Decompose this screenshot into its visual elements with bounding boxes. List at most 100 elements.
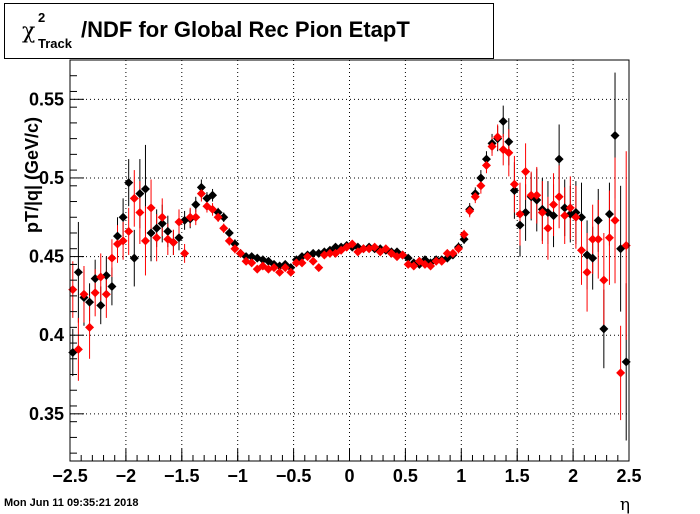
- data-point: [549, 200, 559, 210]
- data-point: [560, 203, 570, 213]
- data-point: [85, 297, 95, 307]
- y-axis-label: pT/|q| (GeV/c): [22, 117, 42, 233]
- data-point: [571, 208, 581, 218]
- data-point: [381, 244, 391, 254]
- title-chi-symbol: χ: [22, 19, 36, 44]
- data-point: [107, 253, 117, 263]
- data-point: [163, 226, 173, 236]
- data-point: [196, 182, 206, 192]
- data-point: [549, 211, 559, 221]
- data-point: [135, 189, 145, 199]
- data-point: [68, 285, 78, 295]
- y-tick-label: 0.4: [39, 325, 64, 345]
- data-point: [140, 184, 150, 194]
- data-point: [347, 239, 357, 249]
- data-point: [286, 267, 296, 277]
- data-point: [426, 261, 436, 271]
- data-point: [219, 212, 229, 222]
- data-point: [487, 141, 497, 151]
- data-point: [543, 223, 553, 233]
- data-point: [96, 272, 106, 282]
- data-point: [118, 212, 128, 222]
- data-point: [398, 250, 408, 260]
- data-point: [208, 204, 218, 214]
- data-point: [509, 179, 519, 189]
- x-tick-label: −0.5: [276, 466, 312, 486]
- data-point: [610, 130, 620, 140]
- data-point: [576, 212, 586, 222]
- data-point: [481, 154, 491, 164]
- data-point: [604, 209, 614, 219]
- data-point: [325, 248, 335, 258]
- data-point: [588, 253, 598, 263]
- data-point: [454, 244, 464, 254]
- data-point: [515, 220, 525, 230]
- data-point: [521, 167, 531, 177]
- data-point: [73, 267, 83, 277]
- data-point: [599, 324, 609, 334]
- data-point: [152, 223, 162, 233]
- data-point: [291, 258, 301, 268]
- y-tick-label: 0.55: [29, 89, 64, 109]
- data-point: [498, 116, 508, 126]
- data-point: [180, 248, 190, 258]
- data-point: [459, 234, 469, 244]
- x-tick-label: 2: [568, 466, 578, 486]
- data-point: [219, 223, 229, 233]
- data-point: [314, 263, 324, 273]
- data-point: [476, 173, 486, 183]
- chart-title-box: χ 2 Track /NDF for Global Rec Pion EtapT: [4, 3, 494, 59]
- data-point: [113, 231, 123, 241]
- data-point: [152, 233, 162, 243]
- data-point: [185, 212, 195, 222]
- x-tick-label: 2.5: [616, 466, 641, 486]
- x-tick-label: 0: [344, 466, 354, 486]
- data-point: [280, 263, 290, 273]
- data-point: [504, 137, 514, 147]
- data-point: [431, 256, 441, 266]
- data-point: [459, 230, 469, 240]
- data-point: [196, 189, 206, 199]
- data-point: [107, 281, 117, 291]
- data-point: [297, 258, 307, 268]
- title-subscript: Track: [38, 36, 72, 51]
- data-point: [79, 289, 89, 299]
- x-tick-label: −2: [116, 466, 137, 486]
- data-point: [621, 241, 631, 251]
- data-point: [213, 212, 223, 222]
- data-point: [610, 215, 620, 225]
- data-point: [140, 236, 150, 246]
- x-tick-label: 0.5: [393, 466, 418, 486]
- y-tick-label: 0.5: [39, 168, 64, 188]
- data-point: [224, 228, 234, 238]
- data-point: [465, 206, 475, 216]
- data-point: [129, 253, 139, 263]
- data-point: [509, 186, 519, 196]
- data-point: [599, 275, 609, 285]
- data-point: [621, 357, 631, 367]
- data-point: [588, 234, 598, 244]
- x-axis-label: η: [620, 495, 630, 514]
- data-point: [157, 212, 167, 222]
- data-point: [448, 248, 458, 258]
- data-point: [476, 181, 486, 191]
- data-point: [90, 288, 100, 298]
- data-point: [129, 193, 139, 203]
- data-point: [124, 226, 134, 236]
- data-point: [554, 192, 564, 202]
- data-point: [303, 252, 313, 262]
- data-point: [85, 322, 95, 332]
- data-point: [442, 248, 452, 258]
- data-point: [168, 237, 178, 247]
- y-tick-label: 0.45: [29, 247, 64, 267]
- x-tick-label: 1.5: [505, 466, 530, 486]
- data-point: [604, 233, 614, 243]
- data-point: [146, 203, 156, 213]
- data-point: [146, 228, 156, 238]
- data-point: [174, 217, 184, 227]
- data-point: [593, 234, 603, 244]
- data-point: [308, 256, 318, 266]
- data-point: [157, 219, 167, 229]
- data-point: [493, 132, 503, 142]
